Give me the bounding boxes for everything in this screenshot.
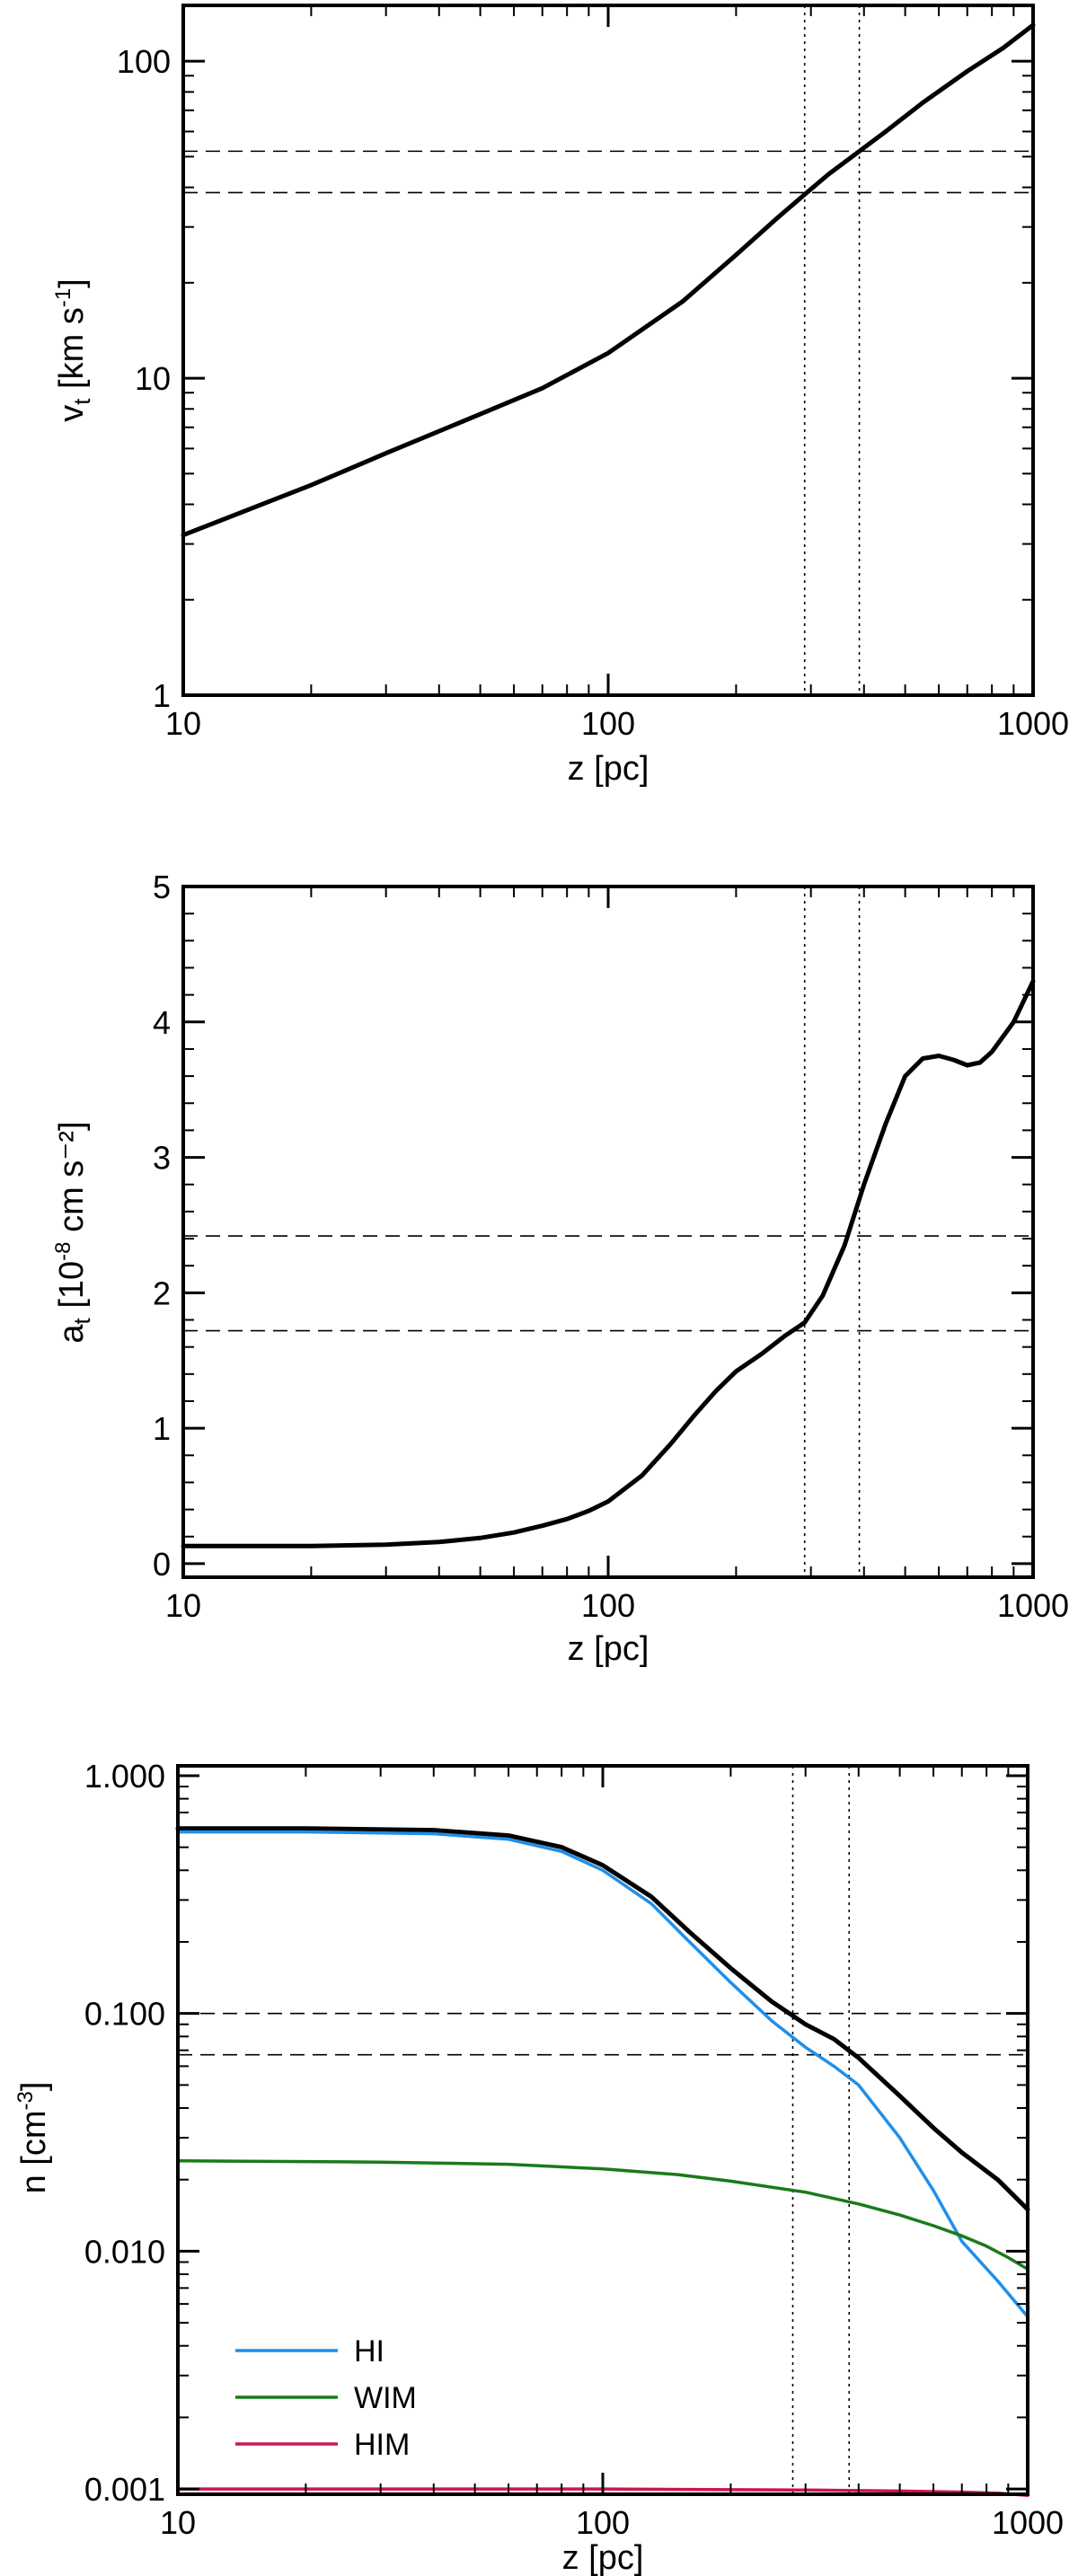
x-tick-label: 10 (160, 2504, 196, 2541)
series-line-hi (176, 1830, 1029, 2319)
y-tick-label: 100 (117, 43, 171, 80)
legend-label-him: HIM (354, 2428, 410, 2462)
y-tick-label: 1 (153, 1410, 171, 1447)
y-axis-label: vt [km s-1] (51, 278, 95, 421)
x-tick-label: 100 (581, 705, 635, 742)
x-tick-label: 1000 (997, 1587, 1069, 1624)
plot-frame (181, 4, 1035, 697)
y-tick-label: 3 (153, 1140, 171, 1177)
x-tick-label: 100 (581, 1587, 635, 1624)
series-line-wim (176, 2158, 1029, 2272)
y-tick-label: 0 (153, 1546, 171, 1583)
y-tick-label: 1 (153, 677, 171, 714)
plot-frame (176, 1764, 1029, 2496)
x-tick-label: 1000 (992, 2504, 1064, 2541)
legend-label-hi: HI (354, 2334, 384, 2369)
y-axis-label: n [cm-3] (13, 2082, 53, 2194)
series-line-1 (181, 979, 1036, 1548)
legend-label-wim: WIM (354, 2381, 417, 2415)
series-line-1 (181, 22, 1036, 538)
x-axis-label: z [pc] (562, 2539, 644, 2576)
y-tick-label: 0.100 (84, 1996, 165, 2033)
x-axis-label: z [pc] (568, 1630, 649, 1668)
y-tick-label: 10 (135, 360, 171, 397)
y-tick-label: 0.010 (84, 2233, 165, 2270)
y-axis-label: at [10-8 cm s⁻²] (51, 1121, 95, 1343)
y-tick-label: 4 (153, 1004, 171, 1041)
acceleration-panel: 10 100 1000 0 1 2 3 4 5 z [pc] at [10-8 cm s⁻²] (51, 869, 1069, 1668)
x-tick-label: 10 (165, 1587, 201, 1624)
y-tick-label: 5 (153, 869, 171, 905)
plot-frame (181, 885, 1035, 1579)
series-line-1 (175, 1826, 1030, 2212)
x-axis-label: z [pc] (568, 750, 649, 788)
y-tick-label: 2 (153, 1275, 171, 1311)
x-tick-label: 100 (576, 2504, 630, 2541)
density-panel: 10 100 1000 0.001 0.010 0.100 1.000 HI WIM HIM z… (13, 1758, 1064, 2576)
x-tick-label: 10 (165, 705, 201, 742)
y-tick-label: 0.001 (84, 2471, 165, 2508)
legend: HI WIM HIM (235, 2334, 417, 2462)
y-tick-label: 1.000 (84, 1758, 165, 1795)
x-tick-label: 1000 (997, 705, 1069, 742)
